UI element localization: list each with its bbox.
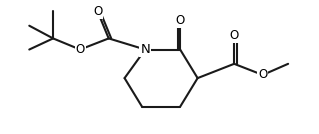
Text: N: N [140, 43, 150, 56]
Text: O: O [76, 43, 85, 56]
Text: O: O [175, 14, 185, 27]
Text: O: O [229, 29, 239, 42]
Text: O: O [258, 68, 267, 81]
Text: O: O [93, 5, 102, 18]
